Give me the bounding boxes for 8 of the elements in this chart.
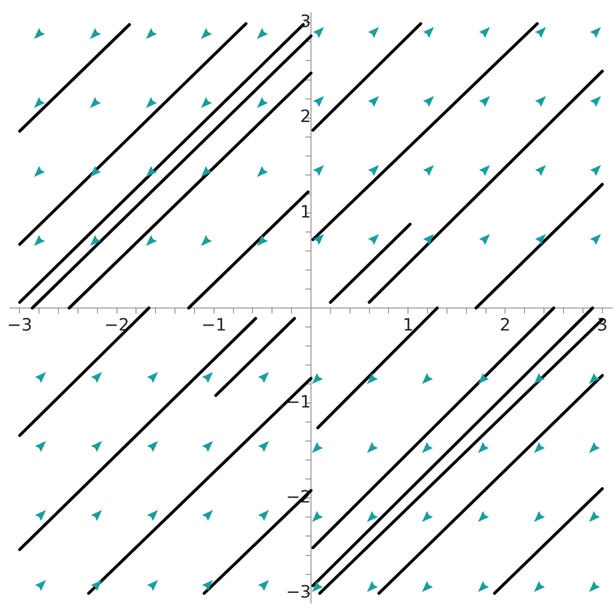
y-tick-label: 2	[300, 107, 311, 128]
x-tick-label: 2	[500, 316, 511, 336]
x-tick-label: −1	[201, 316, 226, 336]
x-tick-label: −3	[7, 316, 32, 336]
y-tick-label: 1	[300, 202, 311, 222]
y-tick-label: −1	[286, 392, 311, 413]
x-tick-label: 1	[402, 316, 414, 336]
y-tick-label: −3	[286, 582, 311, 603]
